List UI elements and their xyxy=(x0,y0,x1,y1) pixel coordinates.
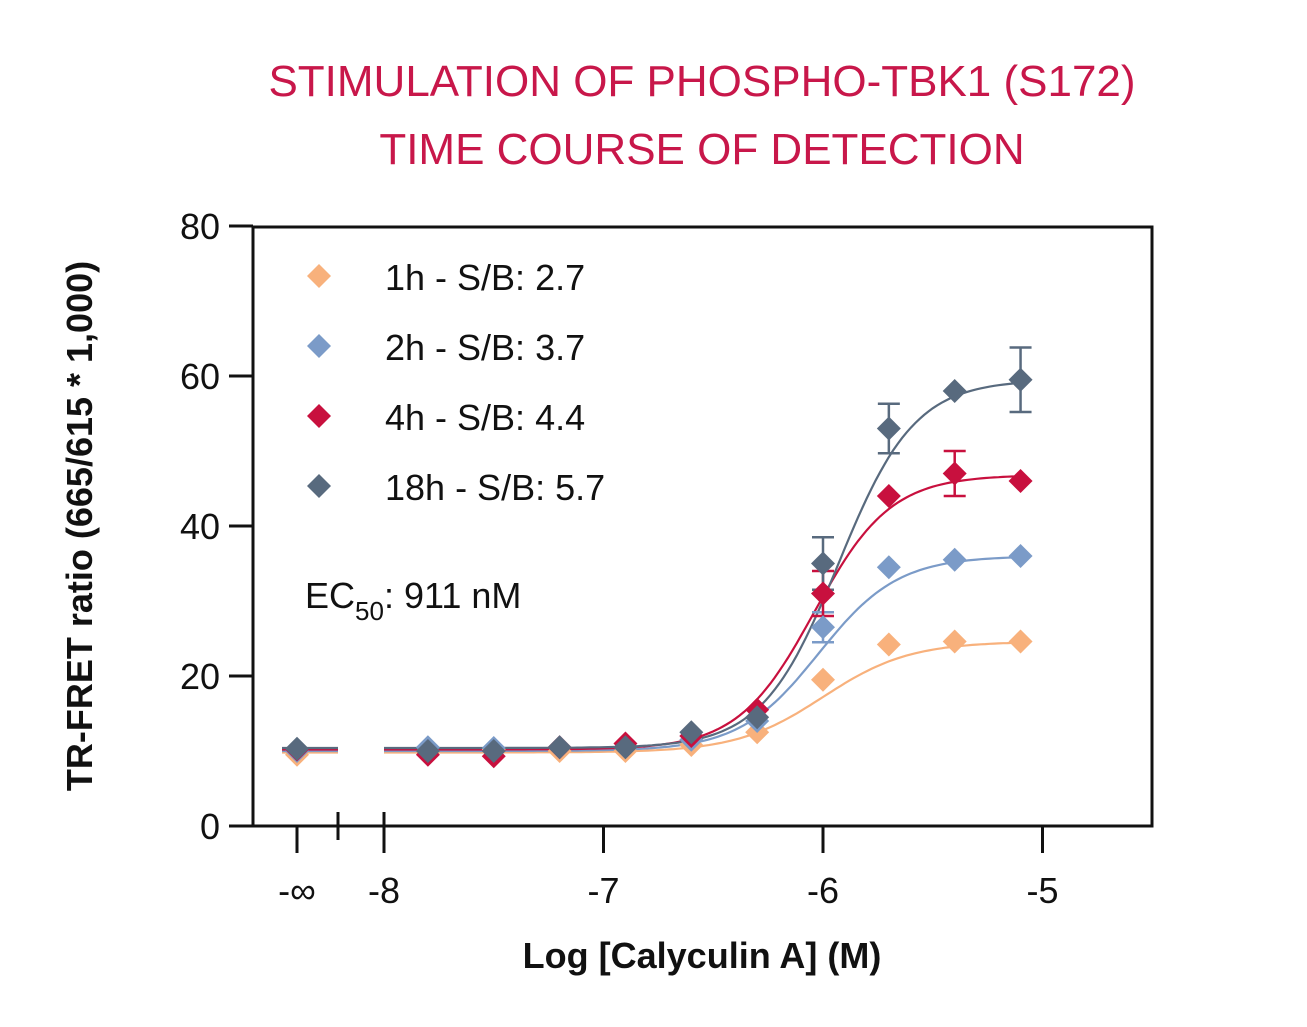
x-tick-label: -7 xyxy=(587,870,619,911)
legend-marker-1h xyxy=(307,264,331,288)
data-point-1h xyxy=(1008,629,1033,654)
data-point-1h xyxy=(876,632,901,657)
data-point-1h xyxy=(942,629,967,654)
legend: 1h - S/B: 2.7 2h - S/B: 3.7 4h - S/B: 4.… xyxy=(307,257,605,508)
ec50-subscript: 50 xyxy=(355,596,384,626)
legend-marker-18h xyxy=(307,474,331,498)
data-point-18h xyxy=(942,379,967,403)
x-tick-label: -5 xyxy=(1026,870,1058,911)
legend-marker-2h xyxy=(307,334,331,358)
data-point-18h xyxy=(481,739,506,763)
data-point-18h xyxy=(1008,367,1033,392)
y-tick-label: 0 xyxy=(200,806,220,847)
y-tick-label: 80 xyxy=(180,206,220,247)
legend-item-4h: 4h - S/B: 4.4 xyxy=(307,397,585,438)
x-tick-label: -6 xyxy=(807,870,839,911)
legend-label-18h: 18h - S/B: 5.7 xyxy=(385,467,605,508)
data-point-18h xyxy=(679,720,704,745)
data-point-18h xyxy=(811,551,835,576)
legend-label-4h: 4h - S/B: 4.4 xyxy=(385,397,585,438)
legend-item-18h: 18h - S/B: 5.7 xyxy=(307,467,605,508)
data-point-18h xyxy=(415,739,440,763)
legend-label-2h: 2h - S/B: 3.7 xyxy=(385,327,585,368)
x-tick-label: -8 xyxy=(368,870,400,911)
ec50-prefix: EC xyxy=(305,575,355,616)
y-axis-ticks: 0 20 40 60 80 xyxy=(180,206,253,847)
data-point-4h xyxy=(876,484,901,508)
data-point-2h xyxy=(876,555,901,580)
data-points xyxy=(285,367,1033,769)
error-bars xyxy=(812,346,1032,644)
legend-marker-4h xyxy=(307,404,331,428)
x-tick-label-neg-infinity: -∞ xyxy=(278,870,316,911)
data-point-1h xyxy=(811,667,835,692)
y-tick-label: 20 xyxy=(180,656,220,697)
legend-item-2h: 2h - S/B: 3.7 xyxy=(307,327,585,368)
x-axis-label: Log [Calyculin A] (M) xyxy=(523,935,882,976)
y-tick-label: 60 xyxy=(180,356,220,397)
x-axis-ticks: -8 -7 -6 -5 xyxy=(368,824,1152,911)
chart-title-line-1: STIMULATION OF PHOSPHO-TBK1 (S172) xyxy=(268,57,1135,106)
data-point-2h xyxy=(811,615,835,640)
data-point-zero-18h xyxy=(285,736,309,761)
y-axis-label: TR-FRET ratio (665/615 * 1,000) xyxy=(59,261,100,791)
data-point-18h xyxy=(613,735,638,760)
data-point-4h xyxy=(1008,469,1033,493)
data-point-4h xyxy=(811,581,835,606)
data-point-18h xyxy=(547,735,572,760)
data-point-2h xyxy=(1008,544,1033,568)
chart-title-line-2: TIME COURSE OF DETECTION xyxy=(379,125,1024,174)
ec50-value: : 911 nM xyxy=(384,575,521,616)
y-tick-label: 40 xyxy=(180,506,220,547)
ec50-annotation: EC50: 911 nM xyxy=(305,575,521,626)
legend-label-1h: 1h - S/B: 2.7 xyxy=(385,257,585,298)
data-point-18h xyxy=(876,416,901,441)
fit-curves xyxy=(282,381,1021,754)
legend-item-1h: 1h - S/B: 2.7 xyxy=(307,257,585,298)
data-point-18h xyxy=(745,705,770,730)
data-point-2h xyxy=(942,547,967,572)
data-point-4h xyxy=(942,461,967,486)
